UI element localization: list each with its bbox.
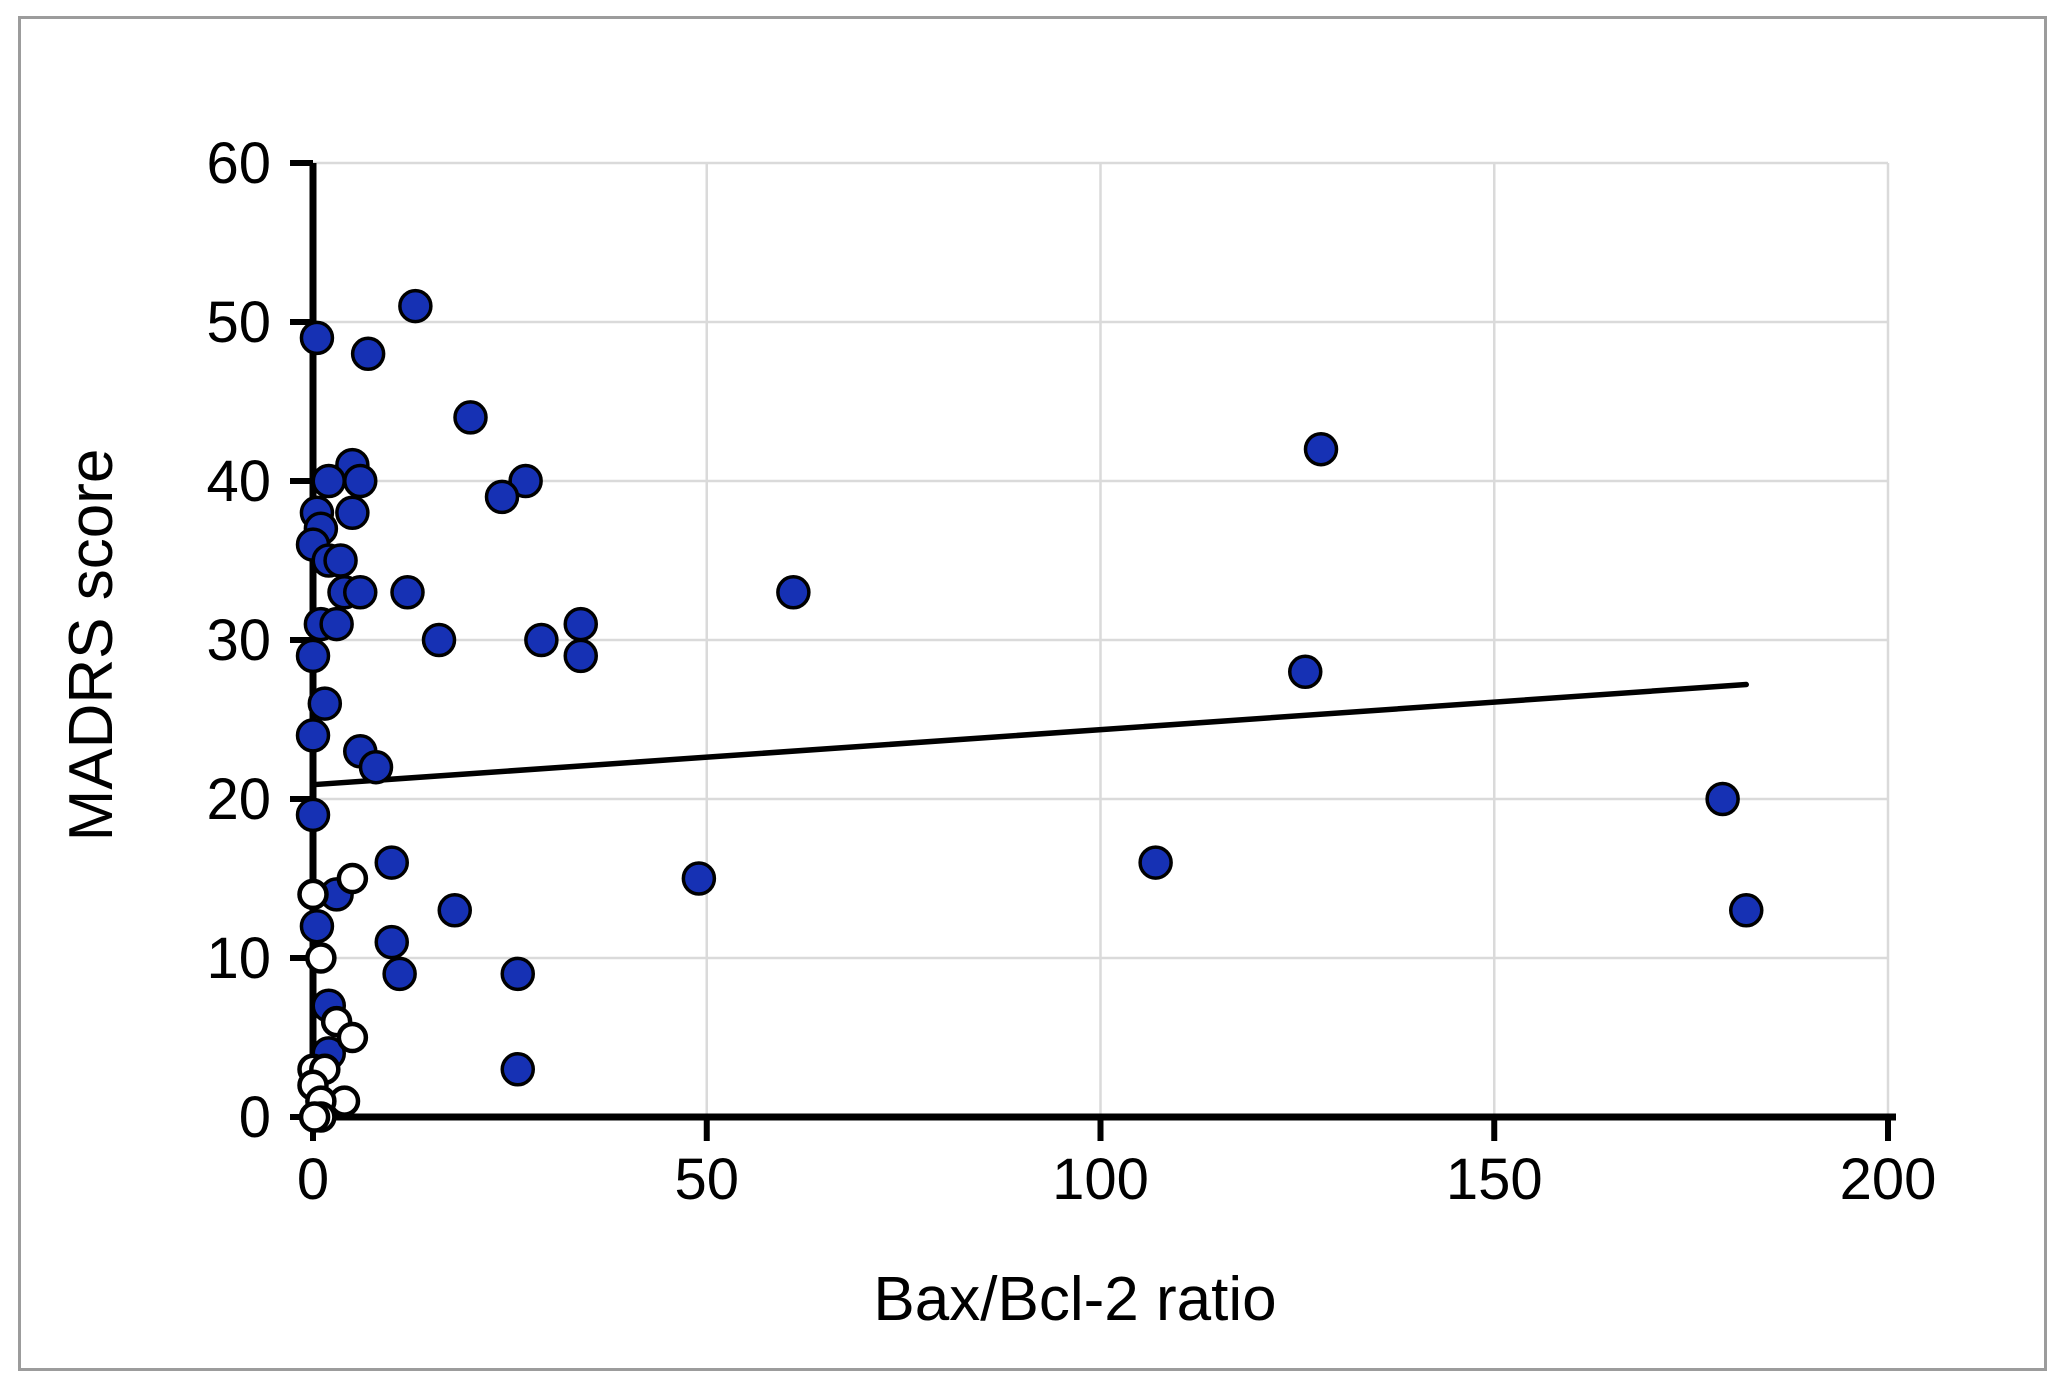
data-point-filled <box>299 320 335 356</box>
x-tick-label: 0 <box>297 1147 329 1212</box>
data-point-filled <box>350 336 386 372</box>
data-point-filled <box>776 575 811 610</box>
data-point-filled <box>437 893 472 928</box>
y-tick-label: 30 <box>206 608 271 673</box>
data-point-filled <box>508 463 543 499</box>
data-point-filled <box>374 845 409 880</box>
data-point-filled <box>307 686 343 721</box>
data-point-open <box>336 862 369 895</box>
data-point-filled <box>524 622 559 658</box>
data-point-filled <box>335 495 370 531</box>
data-point-filled <box>390 575 425 610</box>
data-point-filled <box>484 479 520 515</box>
data-point-open <box>305 942 337 974</box>
data-point-filled <box>453 400 488 435</box>
data-points <box>295 288 1764 1133</box>
tick-labels: 0 10 20 30 40 50 60 0 50 100 150 200 <box>206 131 1936 1212</box>
data-point-filled <box>343 575 378 610</box>
x-tick-label: 100 <box>1052 1147 1149 1212</box>
data-point-filled <box>319 606 354 642</box>
data-point-open <box>336 1021 369 1054</box>
data-point-filled <box>500 1052 535 1087</box>
data-point-filled <box>681 861 717 896</box>
figure-border <box>18 16 2047 1371</box>
data-point-filled <box>398 288 433 324</box>
y-tick-label: 60 <box>206 131 271 196</box>
x-tick-label: 200 <box>1840 1147 1937 1212</box>
data-point-filled <box>311 463 346 499</box>
x-tick-label: 50 <box>674 1147 739 1212</box>
gridlines <box>313 161 1890 1117</box>
data-point-filled <box>421 622 457 658</box>
data-point-filled <box>358 749 394 785</box>
data-point-filled <box>299 908 335 944</box>
y-tick-label: 20 <box>206 767 271 832</box>
data-point-filled <box>323 543 358 578</box>
data-point-filled <box>563 638 598 674</box>
y-axis-title: MADRS score <box>57 449 126 842</box>
data-point-filled <box>1705 781 1740 817</box>
data-point-filled <box>500 956 535 992</box>
data-point-filled <box>1288 654 1323 690</box>
y-tick-label: 0 <box>239 1085 271 1150</box>
data-point-filled <box>1729 893 1764 928</box>
data-point-filled <box>343 463 378 499</box>
x-axis-title: Bax/Bcl-2 ratio <box>873 1265 1276 1334</box>
y-tick-label: 40 <box>206 449 271 514</box>
data-point-filled <box>382 956 417 992</box>
data-point-filled <box>1138 845 1173 880</box>
y-tick-label: 50 <box>206 290 271 355</box>
data-point-filled <box>295 718 331 753</box>
data-point-filled <box>295 638 331 674</box>
data-point-open <box>297 878 329 911</box>
regression-line <box>310 681 1749 788</box>
trend-line <box>310 681 1749 788</box>
x-tick-label: 150 <box>1446 1147 1543 1212</box>
y-tick-label: 10 <box>206 926 271 991</box>
data-point-filled <box>1303 431 1339 467</box>
data-point-open <box>298 1101 331 1133</box>
data-point-filled <box>374 924 409 960</box>
data-point-filled <box>563 606 598 642</box>
data-point-filled <box>295 797 331 833</box>
